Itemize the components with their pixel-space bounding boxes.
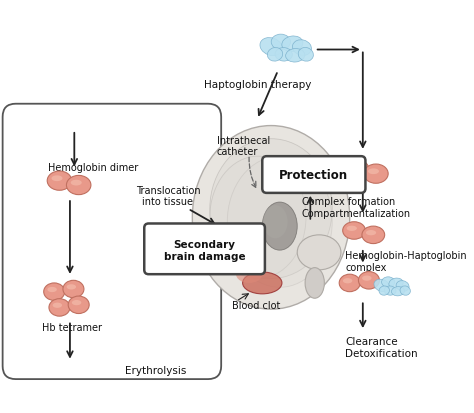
Ellipse shape xyxy=(282,37,303,52)
Ellipse shape xyxy=(362,276,372,281)
Text: Hemoglobin dimer: Hemoglobin dimer xyxy=(48,162,138,172)
Ellipse shape xyxy=(44,283,64,301)
Ellipse shape xyxy=(343,278,352,284)
Ellipse shape xyxy=(47,172,72,191)
Ellipse shape xyxy=(47,287,57,292)
FancyBboxPatch shape xyxy=(262,157,365,193)
Ellipse shape xyxy=(63,280,84,298)
Ellipse shape xyxy=(368,169,379,175)
Ellipse shape xyxy=(343,222,365,240)
Ellipse shape xyxy=(364,165,388,184)
Ellipse shape xyxy=(392,287,404,296)
Text: Blood clot: Blood clot xyxy=(232,300,280,310)
Ellipse shape xyxy=(396,281,409,292)
Ellipse shape xyxy=(305,268,324,299)
Ellipse shape xyxy=(275,48,292,62)
Ellipse shape xyxy=(292,40,311,56)
Ellipse shape xyxy=(68,297,89,314)
Ellipse shape xyxy=(384,286,396,295)
Ellipse shape xyxy=(389,278,403,289)
Ellipse shape xyxy=(349,165,360,170)
Text: Haptoglobin therapy: Haptoglobin therapy xyxy=(204,80,311,90)
Ellipse shape xyxy=(210,157,306,279)
Ellipse shape xyxy=(362,227,385,244)
Ellipse shape xyxy=(67,285,76,290)
Ellipse shape xyxy=(297,235,341,270)
Ellipse shape xyxy=(358,272,379,290)
Text: Hemoglobin-Haptoglobin
complex: Hemoglobin-Haptoglobin complex xyxy=(346,251,467,272)
Ellipse shape xyxy=(210,139,332,279)
Ellipse shape xyxy=(382,277,395,287)
Ellipse shape xyxy=(400,286,410,296)
Ellipse shape xyxy=(263,206,288,239)
Ellipse shape xyxy=(192,126,350,309)
Ellipse shape xyxy=(72,300,82,306)
Ellipse shape xyxy=(366,230,376,236)
Text: Protection: Protection xyxy=(279,169,348,182)
Ellipse shape xyxy=(298,48,313,62)
Ellipse shape xyxy=(260,38,283,57)
Text: Complex formation
Compartmentalization: Complex formation Compartmentalization xyxy=(301,197,411,218)
Ellipse shape xyxy=(53,303,62,308)
Ellipse shape xyxy=(52,176,63,182)
Text: Hb tetramer: Hb tetramer xyxy=(42,322,102,332)
Ellipse shape xyxy=(262,202,297,251)
Ellipse shape xyxy=(228,157,332,287)
Ellipse shape xyxy=(374,280,389,292)
Ellipse shape xyxy=(346,226,357,231)
Ellipse shape xyxy=(236,266,262,283)
Text: Erythrolysis: Erythrolysis xyxy=(125,366,186,375)
Ellipse shape xyxy=(243,272,282,294)
Text: Secondary
brain damage: Secondary brain damage xyxy=(164,239,246,261)
Ellipse shape xyxy=(271,35,291,50)
Ellipse shape xyxy=(286,50,305,63)
Text: Translocation
into tissue: Translocation into tissue xyxy=(136,185,200,207)
Ellipse shape xyxy=(345,160,369,180)
Ellipse shape xyxy=(71,180,82,186)
Ellipse shape xyxy=(267,48,283,62)
Text: Intrathecal
catheter: Intrathecal catheter xyxy=(217,135,270,157)
Ellipse shape xyxy=(339,275,360,292)
Ellipse shape xyxy=(66,176,91,195)
Ellipse shape xyxy=(49,299,70,316)
Text: Clearance
Detoxification: Clearance Detoxification xyxy=(346,336,418,358)
FancyBboxPatch shape xyxy=(144,224,265,275)
Ellipse shape xyxy=(379,286,390,296)
